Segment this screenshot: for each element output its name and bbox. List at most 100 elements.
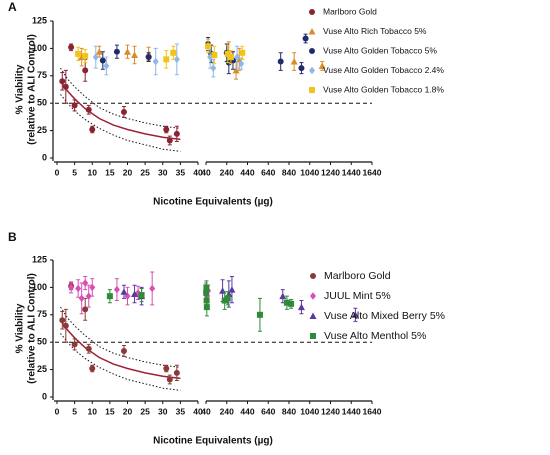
marker xyxy=(318,62,326,69)
data-point xyxy=(138,287,145,303)
marker xyxy=(71,102,78,109)
marker xyxy=(234,53,241,61)
y-tick-label: 125 xyxy=(32,15,47,25)
marker xyxy=(82,279,89,287)
data-point xyxy=(89,364,96,373)
x-tick-label: 1440 xyxy=(342,167,361,177)
data-point xyxy=(103,56,110,76)
legend-label: Marlboro Gold xyxy=(323,6,377,16)
data-point xyxy=(62,308,69,343)
data-point xyxy=(166,374,173,385)
marker xyxy=(75,50,82,57)
y-tick-label: 75 xyxy=(37,70,47,80)
x-tick-label: 0 xyxy=(55,167,60,177)
marker xyxy=(75,284,82,293)
x-tick-label: 10 xyxy=(88,406,98,416)
data-point xyxy=(302,33,309,44)
marker xyxy=(85,345,92,352)
data-point xyxy=(173,125,180,143)
data-point xyxy=(106,289,113,304)
data-point xyxy=(224,44,231,64)
legend-label: Vuse Alto Golden Tobacco 5% xyxy=(323,45,437,55)
marker xyxy=(85,106,92,113)
data-point xyxy=(173,43,180,76)
data-point xyxy=(166,135,173,146)
data-point xyxy=(256,297,263,332)
marker xyxy=(288,300,295,307)
y-tick-label: 100 xyxy=(32,282,47,292)
confidence-band xyxy=(60,67,181,129)
data-point xyxy=(92,45,99,69)
confidence-band xyxy=(60,94,181,152)
marker xyxy=(92,53,99,61)
x-tick-label: 5 xyxy=(72,406,77,416)
marker xyxy=(59,78,66,85)
data-point xyxy=(124,44,131,59)
confidence-band xyxy=(60,306,181,368)
data-point xyxy=(131,45,139,65)
x-tick-label: 1640 xyxy=(363,406,382,416)
x-tick-label: 15 xyxy=(105,167,115,177)
data-point xyxy=(149,271,156,306)
marker xyxy=(89,365,96,372)
data-point xyxy=(59,72,66,91)
data-point xyxy=(163,50,170,69)
marker xyxy=(120,288,128,295)
y-tick-label: 50 xyxy=(37,98,47,108)
x-tick-label: 10 xyxy=(88,167,98,177)
marker xyxy=(68,283,75,292)
marker xyxy=(302,35,309,42)
marker xyxy=(239,49,246,56)
x-tick-label: 35 xyxy=(176,167,186,177)
data-point xyxy=(62,69,69,104)
panel-label: B xyxy=(8,230,17,244)
legend-marker xyxy=(309,48,315,54)
y-axis-label: % Viability xyxy=(15,64,26,114)
x-tick-label: 1440 xyxy=(342,406,361,416)
x-tick-label: 1240 xyxy=(321,167,340,177)
y-tick-label: 25 xyxy=(37,364,47,374)
x-axis-label: Nicotine Equivalents (µg) xyxy=(153,197,273,208)
marker xyxy=(131,51,139,58)
marker xyxy=(173,55,180,64)
marker xyxy=(113,285,120,294)
legend-marker xyxy=(309,87,315,93)
x-tick-label: 15 xyxy=(105,406,115,416)
marker xyxy=(89,126,96,133)
marker xyxy=(224,50,231,57)
y-tick-label: 50 xyxy=(37,337,47,347)
legend-label: JUUL Mint 5% xyxy=(324,290,391,302)
legend-marker xyxy=(309,312,317,319)
x-tick-label: 640 xyxy=(261,167,275,177)
marker xyxy=(59,317,66,324)
fit-curve xyxy=(59,319,181,380)
x-tick-label: 640 xyxy=(261,406,275,416)
data-point xyxy=(170,45,177,60)
data-point xyxy=(75,46,82,61)
data-point xyxy=(234,45,241,69)
data-point xyxy=(163,364,170,373)
marker xyxy=(298,65,305,72)
data-point xyxy=(163,125,170,134)
marker xyxy=(163,56,170,63)
marker xyxy=(145,54,152,61)
marker xyxy=(85,292,92,300)
data-point xyxy=(95,45,103,58)
x-tick-label: 20 xyxy=(123,167,133,177)
legend-label: Vuse Alto Mixed Berry 5% xyxy=(324,310,445,322)
marker xyxy=(166,376,173,383)
data-point xyxy=(351,307,359,322)
marker xyxy=(225,290,233,297)
marker xyxy=(221,297,228,304)
legend-marker xyxy=(310,273,316,279)
data-point xyxy=(298,62,305,75)
marker xyxy=(163,126,170,133)
confidence-band xyxy=(60,333,181,391)
data-point xyxy=(173,364,180,382)
marker xyxy=(62,322,69,329)
x-tick-label: 0 xyxy=(55,406,60,416)
x-tick-label: 5 xyxy=(72,167,77,177)
x-tick-label: 30 xyxy=(158,167,168,177)
data-point xyxy=(120,105,127,118)
x-tick-label: 240 xyxy=(220,167,234,177)
